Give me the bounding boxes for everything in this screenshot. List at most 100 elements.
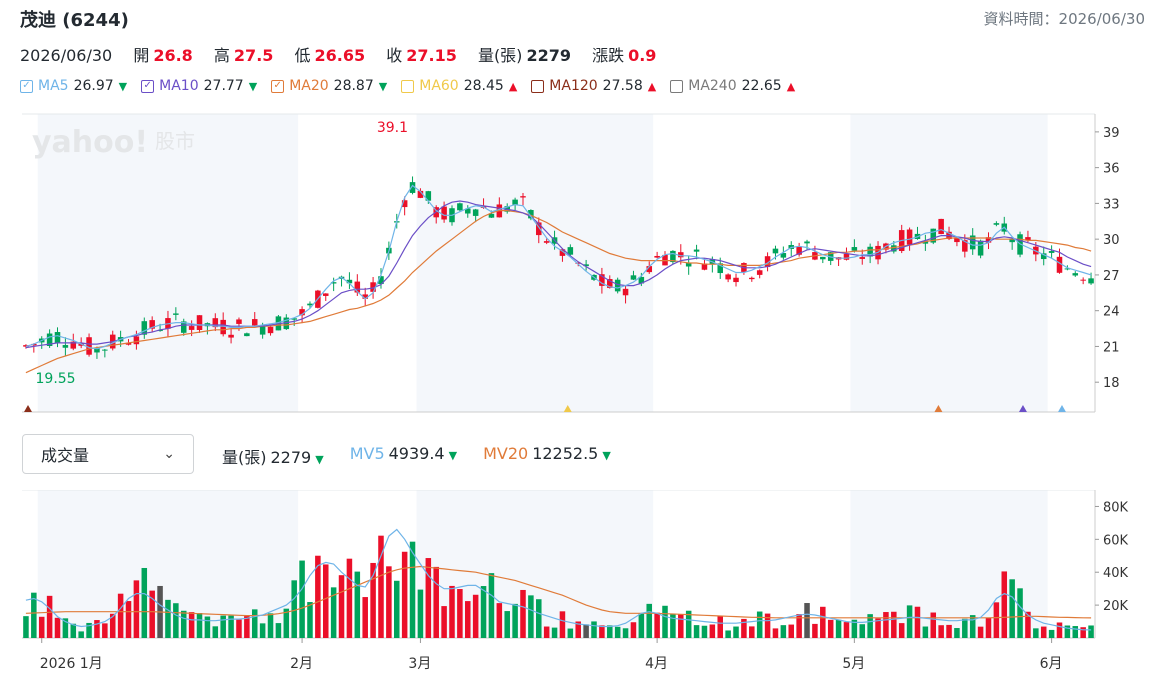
candle-body (125, 342, 132, 345)
volume-bar (938, 625, 944, 638)
candle-body (94, 347, 100, 353)
volume-bar (425, 558, 432, 638)
volume-bar (23, 616, 29, 638)
candle (465, 205, 471, 218)
candle-body (220, 319, 226, 335)
volume-bar (275, 623, 282, 638)
volume-bar (1009, 579, 1015, 638)
candle (102, 348, 108, 358)
x-tick-label: 3月 (408, 656, 431, 672)
candle (46, 329, 53, 348)
indicator-select[interactable]: 成交量 ⌄ (22, 434, 194, 474)
candle (867, 243, 873, 264)
candle-body (291, 318, 297, 320)
event-marker-icon (934, 405, 943, 412)
candle (985, 232, 992, 250)
candle (472, 208, 479, 223)
candle-body (962, 240, 968, 252)
volume-bar (906, 605, 913, 638)
month-band (416, 114, 654, 412)
volume-bar (922, 626, 929, 638)
volume-bar (614, 626, 621, 638)
candle (859, 249, 866, 265)
volume-bar (820, 606, 826, 638)
candle (599, 267, 605, 294)
ma-toggle-ma240[interactable]: MA240 22.65 ▲ (670, 78, 795, 94)
candle-body (859, 257, 866, 259)
mv20-legend-item: MV20 12252.5 ▼ (483, 444, 615, 468)
ma-toggle-ma20[interactable]: ✓ MA20 28.87 ▼ (271, 78, 387, 94)
volume-bar (204, 616, 211, 638)
checkbox-checked-icon[interactable]: ✓ (141, 79, 155, 93)
volume-bar (891, 611, 897, 638)
volume-bar (843, 622, 850, 638)
checkbox-empty-icon[interactable] (531, 79, 545, 93)
candle-body (670, 250, 676, 263)
ma-legend: ✓ MA5 26.97 ▼ ✓ MA10 27.77 ▼ ✓ MA20 28.87 ▼ MA60 28.4… (20, 78, 795, 94)
candle-body (804, 241, 810, 244)
ma-toggle-ma60[interactable]: MA60 28.45 ▲ (401, 78, 517, 94)
volume-bar (717, 615, 724, 638)
candle (654, 251, 660, 259)
candle-body (70, 341, 77, 349)
open-value: 26.8 (153, 46, 193, 65)
volume-chart[interactable]: 20K 40K 60K 80K 2026 1月 2月 3月 4月 5月 6月 (0, 490, 1157, 677)
candle-body (472, 209, 479, 216)
volume-bar (1017, 588, 1023, 638)
volume-bar (370, 562, 376, 638)
volume-bar (709, 624, 716, 638)
volume-bar (236, 619, 242, 638)
y-tick-label: 80K (1103, 500, 1129, 515)
price-chart[interactable]: 18 21 24 27 30 33 36 39 yahoo! 股市 39.1 19.55 (0, 112, 1157, 414)
volume-bar (867, 614, 873, 638)
candle (922, 234, 929, 251)
ma-label: MA5 (38, 78, 69, 94)
ma-toggle-ma5[interactable]: ✓ MA5 26.97 ▼ (20, 78, 127, 94)
volume-bar (409, 541, 416, 638)
candle-body (86, 337, 92, 355)
checkbox-empty-icon[interactable] (670, 79, 684, 93)
candle-body (259, 325, 266, 335)
candle-body (930, 228, 937, 243)
candle (543, 238, 550, 245)
volume-bar (520, 589, 526, 638)
candle-body (1064, 268, 1071, 270)
checkbox-checked-icon[interactable]: ✓ (271, 79, 285, 93)
volume-bar (86, 622, 92, 638)
ma-toggle-ma10[interactable]: ✓ MA10 27.77 ▼ (141, 78, 257, 94)
candle-body (693, 249, 700, 252)
volume-bar (946, 624, 952, 638)
volume-bar (441, 606, 447, 638)
candle-body (543, 241, 550, 243)
volume-bar (322, 564, 329, 638)
volume-bar (788, 624, 795, 638)
volume-bar (670, 613, 676, 638)
candle-body (188, 326, 195, 330)
candle-body (756, 270, 763, 275)
candle-body (977, 240, 984, 256)
candle-body (283, 317, 290, 330)
candle-body (330, 282, 337, 284)
up-arrow-icon: ▲ (508, 79, 518, 93)
candle-body (520, 196, 526, 198)
month-band (850, 114, 1048, 412)
volume-bar (109, 613, 116, 638)
volume-bar (875, 618, 881, 638)
checkbox-empty-icon[interactable] (401, 79, 415, 93)
y-tick-label: 21 (1103, 340, 1120, 355)
volume-bar (117, 593, 124, 638)
volume-bar (251, 609, 258, 638)
volume-bar (1072, 626, 1079, 638)
x-tick-label: 2026 1月 (40, 656, 103, 672)
volume-bar (591, 621, 597, 638)
candle (251, 312, 258, 327)
ma-toggle-ma120[interactable]: MA120 27.58 ▲ (531, 78, 656, 94)
volume-bar (1088, 625, 1094, 638)
y-tick-label: 60K (1103, 533, 1129, 548)
volume-bar (196, 612, 203, 638)
checkbox-checked-icon[interactable]: ✓ (20, 79, 33, 93)
volume-label: 量(張) (477, 46, 523, 65)
volume-bar (930, 612, 937, 638)
candle-body (1080, 279, 1086, 281)
candle-body (685, 262, 692, 267)
